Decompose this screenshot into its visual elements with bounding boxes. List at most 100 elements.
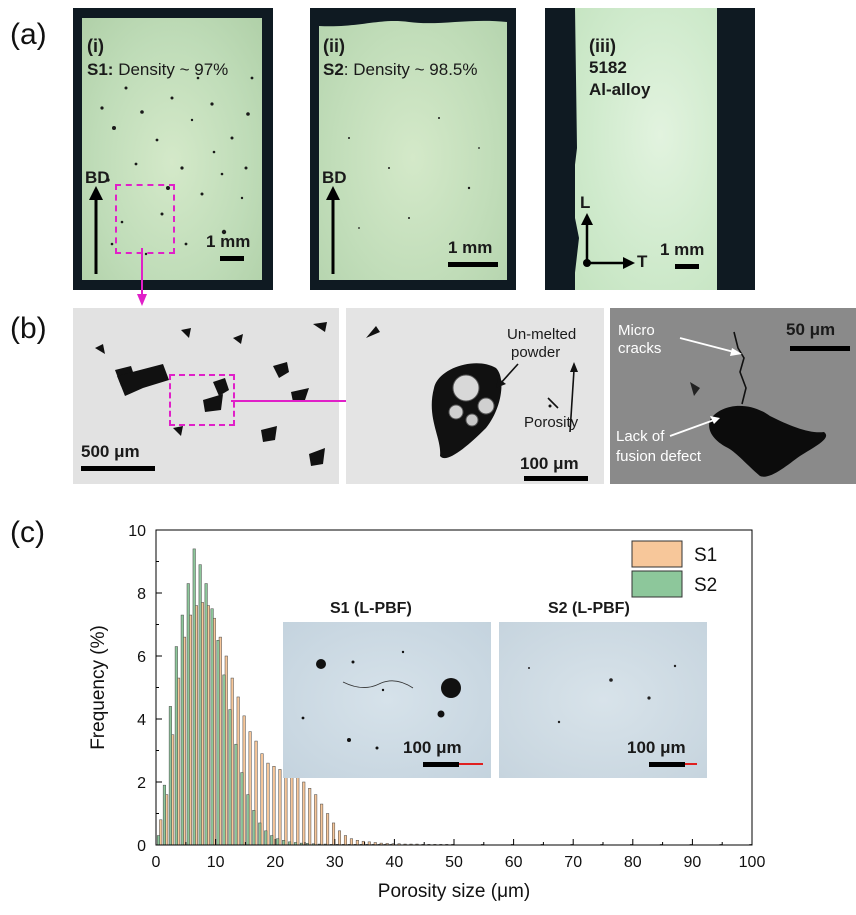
bar-s2: [156, 835, 160, 846]
bar-s1: [343, 835, 347, 846]
bar-s2: [258, 822, 262, 846]
sem-image-3: Micro cracks Lack of fusion defect 50 μm: [610, 308, 856, 484]
bar-s2: [210, 608, 214, 846]
bar-s2: [270, 835, 274, 846]
inset-s1-title: S1 (L-PBF): [330, 600, 412, 617]
x-ticks: 0 10 20 30 40 50 60 70 80 90 100: [152, 839, 766, 871]
alloy-number: 5182: [589, 58, 627, 77]
bar-s2: [192, 548, 196, 846]
bd-arrow-s1: [89, 186, 103, 274]
lack-label: Lack of: [616, 428, 665, 445]
bar-s1: [290, 772, 294, 846]
roman-iii: (iii): [589, 36, 616, 56]
bar-s1: [284, 769, 288, 846]
y-tick-label: 0: [137, 838, 146, 855]
bar-s2: [204, 583, 208, 846]
inset-s1-scale-bar: [423, 762, 459, 767]
y-tick-label: 10: [128, 523, 146, 540]
roi-box-a: [115, 184, 175, 254]
legend-swatch-s1: [631, 540, 683, 568]
bar-s2: [264, 830, 268, 846]
bar-s1: [326, 813, 330, 846]
bd-label-s2: BD: [322, 168, 347, 187]
polished-surface-s1: [82, 18, 262, 280]
legend-swatch-s2: [631, 570, 683, 598]
inset-s2-pores: [528, 664, 677, 724]
bar-s2: [198, 564, 202, 846]
connector-arrow-ab: [137, 248, 147, 306]
cracks-label: cracks: [618, 340, 662, 357]
top-edge-s2: [319, 8, 507, 27]
bar-s2: [228, 709, 232, 846]
scale-bar-b1: [81, 466, 155, 471]
y-ticks: 0 2 4 6 8 10: [128, 523, 162, 855]
bar-s2: [240, 772, 244, 846]
x-tick-label: 80: [624, 854, 642, 871]
x-axis-label: Porosity size (μm): [378, 881, 530, 902]
scale-bar-b2: [524, 476, 588, 481]
roi-box-b: [169, 374, 235, 426]
inset-s1-image: 100 μm: [283, 622, 491, 778]
micrograph-s2: (ii) S2: Density ~ 98.5% BD 1 mm: [310, 8, 516, 290]
bd-label-s1: BD: [85, 168, 110, 187]
annotation-arrows-b2: [496, 362, 578, 433]
sem-image-2: Un-melted powder Porosity 100 μm: [346, 308, 604, 484]
scale-bar-b3: [790, 346, 850, 351]
pores-s2: [348, 117, 480, 229]
micrograph-s1: (i) S1: Density ~ 97% BD 1 mm: [73, 8, 273, 290]
bar-s1: [272, 766, 276, 846]
x-tick-label: 30: [326, 854, 344, 871]
sem-pores-1: [95, 322, 327, 466]
density-text-s2: S2: Density ~ 98.5%: [323, 60, 478, 80]
scale-text-b3: 50 μm: [786, 320, 836, 339]
panel-c-label: (c): [10, 516, 45, 549]
scale-bar-a2: [448, 262, 498, 267]
polished-surface-s2: [319, 8, 507, 280]
legend-label-s1: S1: [694, 545, 717, 566]
density-s1-value: Density ~ 97%: [113, 60, 229, 79]
alloy-name: Al-alloy: [589, 80, 651, 99]
annotation-arrows-b3: [669, 337, 742, 437]
x-tick-label: 100: [739, 854, 766, 871]
inset-s1-red-bar: [459, 763, 483, 765]
inset-s2-red-bar: [685, 763, 697, 765]
unmelted-label: Un-melted: [507, 326, 577, 343]
sem-defect-2: [366, 326, 552, 459]
sem-image-1: 500 μm: [73, 308, 339, 484]
y-tick-label: 4: [137, 712, 146, 729]
x-tick-label: 90: [684, 854, 702, 871]
scale-text-a2: 1 mm: [448, 238, 493, 257]
y-axis-label: Frequency (%): [88, 625, 109, 750]
bar-s1: [278, 769, 282, 846]
inset-s1-pores: [301, 650, 461, 750]
density-text-s1: S1: Density ~ 97%: [87, 60, 228, 80]
legend-label-s2: S2: [694, 575, 717, 596]
x-tick-label: 10: [207, 854, 225, 871]
bar-s1: [296, 775, 300, 846]
polished-surface-5182: [575, 8, 717, 290]
bar-s1: [349, 838, 353, 846]
bar-s1: [308, 788, 312, 846]
bd-arrow-s2: [326, 186, 340, 274]
bar-s2: [216, 640, 220, 846]
bar-s2: [168, 706, 172, 846]
bar-s2: [222, 674, 226, 846]
scale-bar-a1: [220, 256, 244, 261]
x-tick-label: 60: [505, 854, 523, 871]
lt-axes: [581, 213, 635, 269]
bar-s1: [302, 781, 306, 846]
scale-bar-a3: [675, 264, 699, 269]
panel-b-label: (b): [10, 312, 47, 345]
axis-t-label: T: [637, 252, 648, 271]
scale-text-b2: 100 μm: [520, 454, 579, 473]
inset-s2-scale-bar: [649, 762, 685, 767]
axis-l-label: L: [580, 193, 591, 212]
sem-defect-3: [690, 331, 827, 477]
bar-s2: [180, 614, 184, 846]
bar-s2: [282, 840, 286, 846]
porosity-label: Porosity: [524, 414, 579, 431]
inset-s2-scale-text: 100 μm: [627, 738, 686, 757]
bar-s2: [252, 810, 256, 846]
inset-s2-image: 100 μm: [499, 622, 707, 778]
